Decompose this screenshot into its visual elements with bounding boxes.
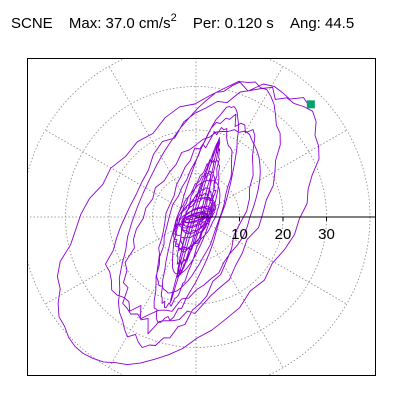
grid-spoke-330 (195, 216, 347, 305)
max-value: 37.0 (105, 15, 135, 32)
angle-label: Ang: (289, 15, 321, 32)
grid-spoke-120 (108, 66, 197, 218)
peak-marker-layer (306, 100, 315, 109)
grid-spoke-210 (45, 216, 197, 305)
radial-tick-label-10: 10 (231, 226, 248, 243)
grid-spoke-30 (195, 129, 347, 218)
max-label: Max: (68, 15, 102, 32)
motion-trace (56, 80, 320, 366)
peak-marker (306, 100, 315, 109)
max-unit: cm/s (138, 15, 171, 32)
motion-trace-path (56, 80, 320, 366)
period-readout: Per: 0.120 s (193, 14, 274, 34)
max-unit-exponent: 2 (170, 12, 177, 24)
station-code: SCNE (11, 15, 53, 32)
radial-axis: 10 20 30 (196, 216, 376, 243)
period-label: Per: (192, 15, 221, 32)
angle-readout: Ang: 44.5 (290, 14, 354, 34)
chart-header: SCNE Max: 37.0 cm/s2 Per: 0.120 s Ang: 4… (11, 12, 366, 34)
radial-tick-label-20: 20 (275, 226, 292, 243)
radial-tick-label-30: 30 (318, 226, 335, 243)
max-readout: Max: 37.0 cm/s2 (68, 12, 177, 34)
period-value: 0.120 s (224, 15, 274, 32)
grid-spoke-300 (195, 216, 284, 368)
angle-value: 44.5 (325, 15, 355, 32)
